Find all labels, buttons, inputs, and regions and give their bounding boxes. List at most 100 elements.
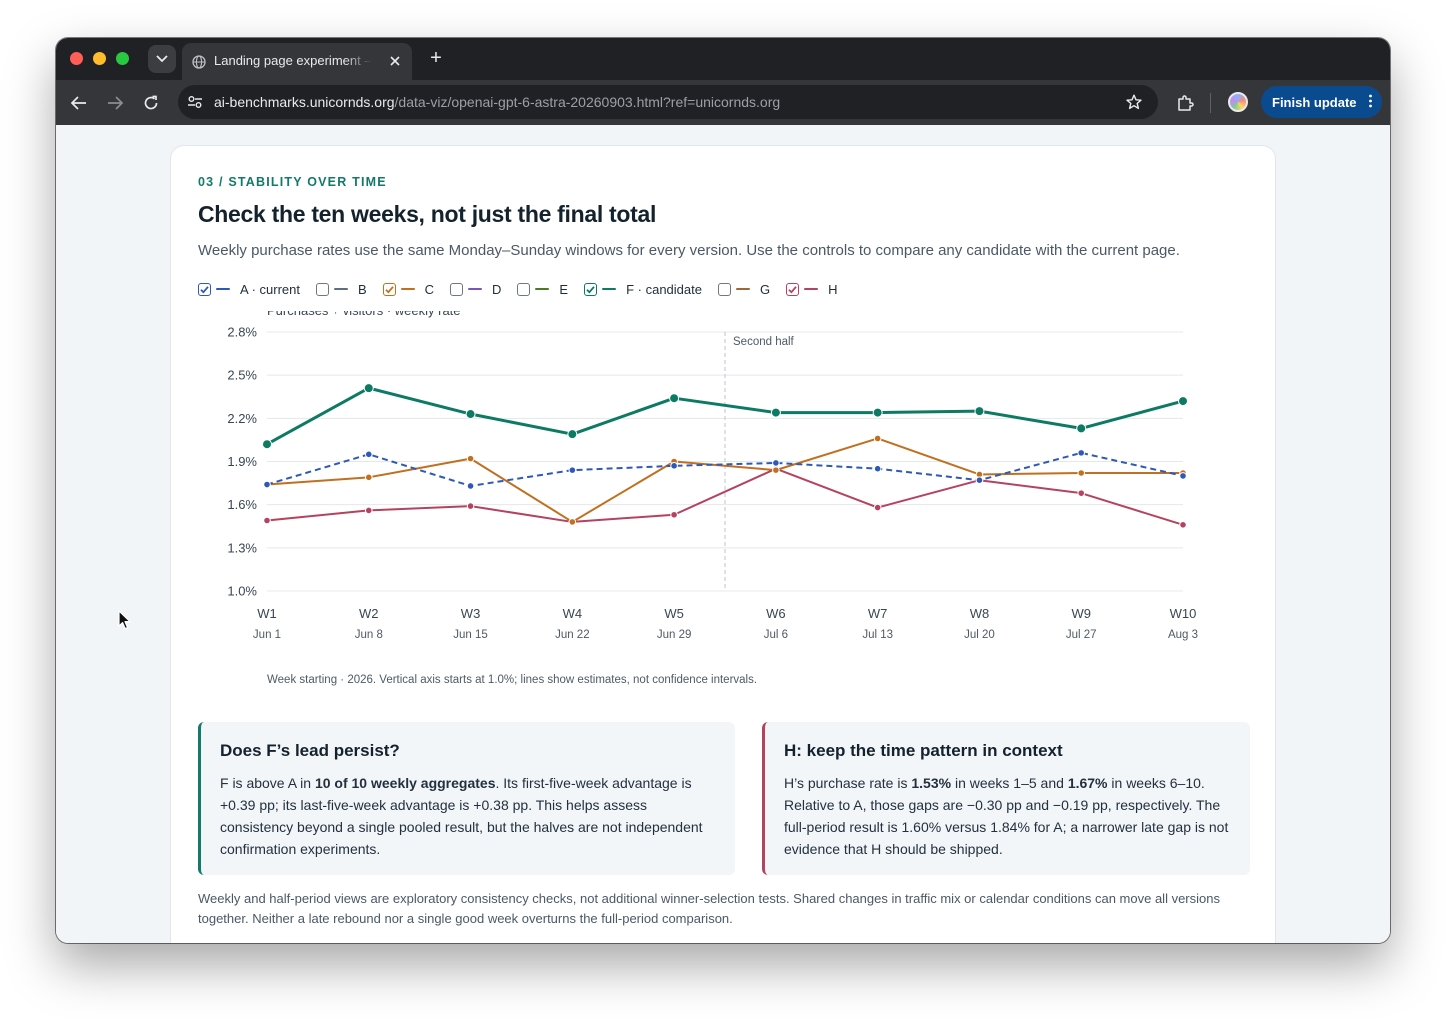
data-point bbox=[364, 473, 373, 482]
x-tick-label: W3 bbox=[461, 606, 481, 621]
check-icon bbox=[586, 285, 595, 294]
url-text: ai-benchmarks.unicornds.org/data-viz/ope… bbox=[214, 94, 780, 110]
x-tick-label: W8 bbox=[970, 606, 990, 621]
legend-toggle-1[interactable]: B bbox=[315, 281, 367, 297]
legend-toggle-5[interactable]: F · candidate bbox=[584, 282, 702, 297]
f-callout-body: F is above A in 10 of 10 weekly aggregat… bbox=[220, 772, 720, 860]
data-point bbox=[669, 393, 680, 404]
data-point bbox=[263, 516, 271, 525]
series-checkbox[interactable] bbox=[315, 282, 329, 296]
y-tick-label: 1.6% bbox=[227, 497, 257, 512]
data-point bbox=[364, 450, 373, 459]
legend-toggle-4[interactable]: E bbox=[517, 282, 568, 297]
f-callout-text-1: F is above A in bbox=[220, 775, 315, 791]
forward-button[interactable] bbox=[102, 90, 128, 116]
site-settings-icon[interactable] bbox=[187, 94, 203, 110]
kebab-menu-icon bbox=[1369, 94, 1372, 108]
h-context-callout: H: keep the time pattern in context H’s … bbox=[762, 722, 1250, 875]
globe-icon bbox=[192, 55, 206, 69]
f-callout-bold-1: 10 of 10 weekly aggregates bbox=[314, 775, 496, 791]
reload-icon bbox=[144, 95, 158, 110]
toolbar-divider bbox=[1210, 93, 1211, 113]
minimize-window-button[interactable] bbox=[93, 52, 106, 65]
data-point bbox=[872, 407, 883, 418]
browser-tab[interactable]: Landing page experiment — r bbox=[182, 43, 412, 80]
reload-button[interactable] bbox=[138, 90, 164, 116]
h-callout-text-3: in weeks 6–10. Relative to A, those gaps… bbox=[784, 775, 1229, 857]
close-window-button[interactable] bbox=[70, 52, 83, 65]
data-point bbox=[873, 464, 882, 473]
y-tick-label: 2.2% bbox=[227, 411, 257, 426]
series-swatch bbox=[535, 287, 550, 291]
close-tab-icon[interactable] bbox=[390, 56, 400, 66]
series-checkbox[interactable] bbox=[584, 282, 598, 296]
tab-search-button[interactable] bbox=[148, 45, 176, 73]
new-tab-button[interactable]: + bbox=[430, 47, 442, 69]
series-toggle-legend: A · current B C D E F · candidate G H bbox=[198, 280, 853, 298]
profile-avatar[interactable] bbox=[1228, 92, 1248, 112]
h-callout-bold-2: 1.67% bbox=[1067, 775, 1108, 791]
finish-update-label: Finish update bbox=[1272, 95, 1357, 110]
series-label: H bbox=[828, 281, 838, 297]
browser-window: Landing page experiment — r + ai-benchma… bbox=[56, 38, 1390, 943]
data-point bbox=[465, 409, 476, 420]
h-callout-body: H’s purchase rate is 1.53% in weeks 1–5 … bbox=[784, 772, 1236, 860]
x-date-label: Jun 8 bbox=[355, 629, 383, 641]
data-point bbox=[770, 407, 781, 418]
f-callout-text-2: . Its first-five-week advantage is +0.39… bbox=[220, 775, 703, 857]
legend-toggle-2[interactable]: C bbox=[382, 281, 435, 297]
legend-toggle-7[interactable]: H bbox=[786, 282, 837, 297]
series-label: C bbox=[424, 281, 435, 297]
legend-toggle-0[interactable]: A · current bbox=[198, 282, 300, 297]
extensions-puzzle-icon[interactable] bbox=[1176, 94, 1194, 112]
series-checkbox[interactable] bbox=[198, 282, 211, 296]
x-date-label: Jul 6 bbox=[764, 629, 788, 641]
finish-update-button[interactable]: Finish update bbox=[1261, 86, 1382, 118]
x-date-label: Jun 15 bbox=[453, 629, 488, 641]
footer-caveat: Weekly and half-period views are explora… bbox=[198, 891, 1220, 926]
data-point bbox=[873, 434, 882, 443]
series-swatch bbox=[333, 287, 348, 291]
x-date-label: Jul 13 bbox=[862, 629, 893, 641]
x-tick-label: W7 bbox=[868, 606, 888, 621]
x-tick-label: W6 bbox=[766, 606, 786, 621]
data-point bbox=[262, 439, 272, 450]
data-point bbox=[466, 482, 475, 490]
address-bar[interactable]: ai-benchmarks.unicornds.org/data-viz/ope… bbox=[178, 85, 1158, 119]
data-point bbox=[772, 466, 780, 474]
data-point bbox=[567, 429, 578, 440]
data-point bbox=[1179, 521, 1187, 529]
data-point bbox=[1076, 423, 1087, 434]
series-label: A · current bbox=[240, 281, 300, 297]
series-checkbox[interactable] bbox=[517, 282, 531, 296]
arrow-left-icon bbox=[71, 96, 86, 110]
check-icon bbox=[385, 285, 394, 294]
section-subtitle: Weekly purchase rates use the same Monda… bbox=[198, 242, 1180, 259]
legend-toggle-3[interactable]: D bbox=[450, 282, 501, 297]
x-date-label: Jun 29 bbox=[657, 629, 692, 641]
series-checkbox[interactable] bbox=[786, 282, 800, 296]
series-swatch bbox=[602, 287, 617, 291]
series-swatch bbox=[468, 287, 483, 291]
series-checkbox[interactable] bbox=[382, 282, 396, 296]
maximize-window-button[interactable] bbox=[116, 52, 129, 65]
page-viewport: 03 / STABILITY OVER TIME Check the ten w… bbox=[56, 125, 1390, 943]
y-tick-label: 1.0% bbox=[227, 584, 257, 599]
h-callout-bold-1: 1.53% bbox=[911, 775, 952, 791]
series-label: B bbox=[357, 281, 367, 297]
y-tick-label: 1.9% bbox=[227, 454, 257, 469]
x-date-label: Jun 22 bbox=[555, 629, 590, 641]
data-point bbox=[466, 454, 475, 463]
y-tick-label: 2.8% bbox=[227, 325, 257, 340]
series-line-c bbox=[266, 437, 1183, 523]
h-callout-title: H: keep the time pattern in context bbox=[784, 741, 1063, 760]
title-bar: Landing page experiment — r + bbox=[56, 38, 1390, 80]
series-checkbox[interactable] bbox=[717, 282, 731, 296]
bookmark-star-icon[interactable] bbox=[1126, 94, 1142, 110]
series-swatch bbox=[216, 287, 230, 291]
back-button[interactable] bbox=[66, 90, 92, 116]
legend-toggle-6[interactable]: G bbox=[717, 281, 771, 297]
series-checkbox[interactable] bbox=[450, 282, 464, 296]
data-point bbox=[1178, 396, 1188, 407]
series-label: G bbox=[759, 281, 771, 297]
